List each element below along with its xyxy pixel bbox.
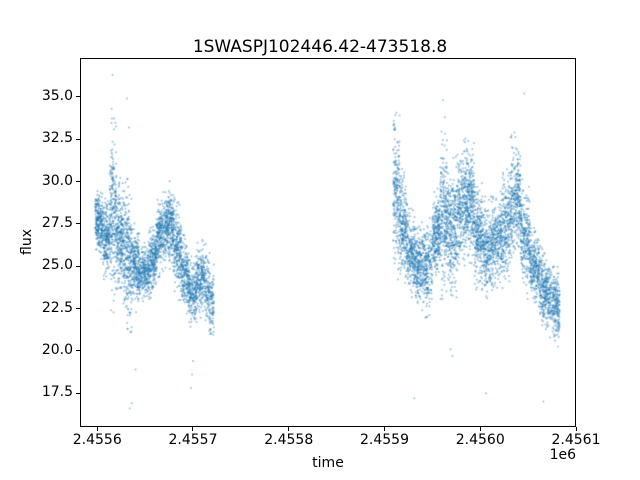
x-tick-mark [479, 427, 481, 431]
x-tick-mark [288, 427, 290, 431]
x-tick-label: 2.4560 [455, 432, 505, 448]
y-tick-mark [76, 138, 80, 140]
x-tick-label: 2.4557 [168, 432, 218, 448]
y-tick-label: 25.0 [41, 257, 73, 274]
x-tick-label: 2.4556 [72, 432, 122, 448]
y-tick-label: 17.5 [41, 384, 73, 401]
y-tick-label: 22.5 [41, 299, 73, 316]
y-tick-mark [76, 181, 80, 183]
y-tick-label: 35.0 [41, 87, 73, 104]
y-axis-label: flux [19, 229, 35, 255]
x-axis-offset-label: 1e6 [549, 447, 576, 463]
x-tick-mark [96, 427, 98, 431]
x-tick-label: 2.4558 [264, 432, 314, 448]
y-tick-mark [76, 265, 80, 267]
y-tick-label: 20.0 [41, 341, 73, 358]
x-tick-mark [575, 427, 577, 431]
y-tick-mark [76, 223, 80, 225]
y-tick-mark [76, 392, 80, 394]
y-tick-label: 27.5 [41, 214, 73, 231]
y-tick-mark [76, 308, 80, 309]
x-tick-mark [192, 427, 194, 431]
x-axis-label: time [312, 455, 344, 471]
scatter-plot-canvas [80, 58, 576, 427]
y-tick-mark [76, 350, 80, 352]
x-tick-mark [383, 427, 385, 431]
y-tick-label: 30.0 [41, 172, 73, 189]
y-tick-label: 32.5 [41, 130, 73, 147]
x-tick-label: 2.4559 [359, 432, 409, 448]
chart-title: 1SWASPJ102446.42-473518.8 [192, 37, 448, 57]
x-tick-label: 2.4561 [551, 432, 601, 448]
y-tick-mark [76, 96, 80, 98]
